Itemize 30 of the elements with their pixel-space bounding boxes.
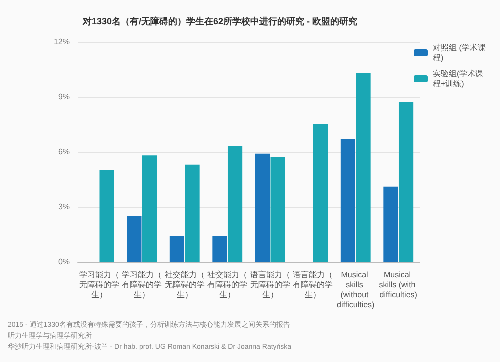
bar [170, 236, 185, 262]
chart-title: 对1330名（有/无障碍的）学生在62所学校中进行的研究 - 欧盟的研究 [82, 16, 358, 26]
legend-label: 实验组(学术课程+训练) [433, 70, 484, 88]
bar [212, 236, 228, 262]
bar [228, 146, 243, 262]
x-tick-label: 学习能力（无障碍的学生） [79, 270, 120, 300]
bar [398, 102, 414, 262]
bar [356, 73, 371, 262]
x-tick-label: 语言能力（有障碍的学生） [293, 270, 334, 300]
bar [340, 139, 356, 262]
x-tick-label: Musical skills (without difficulties) [337, 270, 376, 310]
bar [127, 216, 142, 262]
bar [142, 156, 158, 262]
y-tick-label: 3% [58, 202, 70, 212]
legend-label: 对照组 (学术课程) [433, 44, 486, 62]
y-tick-label: 9% [58, 92, 70, 102]
bar [100, 170, 114, 262]
y-tick-label: 12% [54, 38, 70, 46]
y-tick-label: 6% [58, 148, 70, 156]
bar [185, 164, 200, 262]
x-tick-label: 学习能力（有障碍的学生） [122, 270, 162, 300]
bar [313, 124, 328, 262]
x-tick-label: 社交能力（有障碍的学生） [208, 270, 248, 300]
bar [270, 158, 286, 262]
y-tick-label: 0% [58, 258, 70, 266]
bar [255, 154, 270, 262]
x-tick-label: Musical skills (with difficulties) [379, 270, 418, 300]
bar [384, 186, 398, 262]
x-tick-label: 社交能力（无障碍的学生） [164, 270, 205, 300]
x-tick-label: 语言能力（无障碍的学生） [250, 270, 290, 300]
